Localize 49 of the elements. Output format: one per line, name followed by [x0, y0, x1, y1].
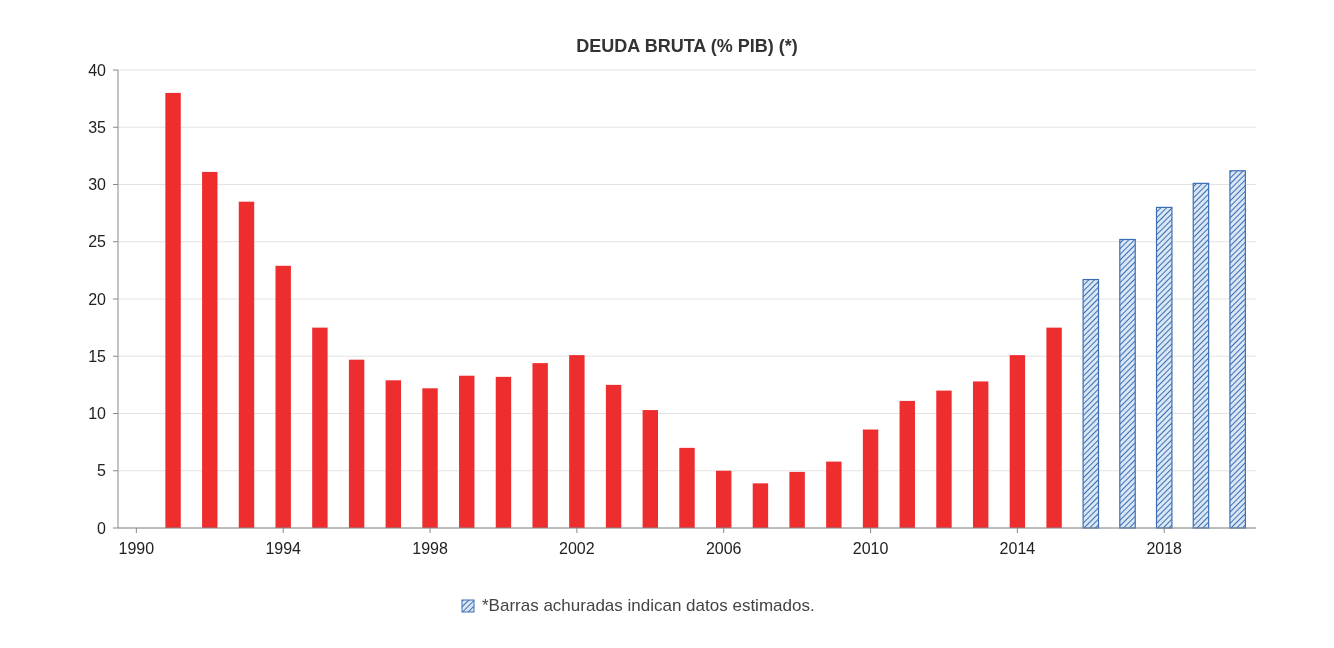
- y-tick-label: 30: [88, 176, 107, 194]
- y-tick-label: 40: [88, 61, 107, 79]
- bar: [899, 400, 915, 528]
- bar: [165, 92, 181, 528]
- y-tick-label: 10: [88, 405, 107, 423]
- bar: [1046, 327, 1062, 528]
- bar: [1009, 355, 1026, 528]
- bar: [752, 483, 769, 528]
- x-tick-label: 2014: [999, 540, 1036, 557]
- y-tick-label: 0: [97, 519, 107, 537]
- bar: [532, 363, 548, 528]
- bar: [642, 410, 658, 528]
- bar: [385, 380, 402, 528]
- chart-title: DEUDA BRUTA (% PIB) (*): [576, 36, 798, 56]
- bar: [789, 471, 805, 528]
- bar: [569, 355, 585, 528]
- bar: [238, 201, 255, 528]
- bar: [972, 381, 989, 528]
- bar: [459, 375, 475, 528]
- x-tick-label: 1998: [412, 540, 448, 557]
- x-tick-label: 2010: [852, 540, 889, 557]
- y-tick-label: 35: [88, 118, 107, 136]
- y-tick-label: 5: [97, 462, 107, 480]
- x-tick-label: 1994: [265, 540, 302, 557]
- bar: [1192, 182, 1210, 529]
- y-tick-label: 15: [88, 347, 107, 365]
- bar: [936, 390, 952, 528]
- bar: [862, 429, 879, 528]
- bar: [716, 470, 732, 528]
- y-tick-label: 25: [88, 233, 107, 251]
- bar: [348, 359, 365, 528]
- bar: [202, 171, 218, 528]
- bar: [1119, 238, 1136, 529]
- bar: [275, 265, 291, 528]
- bar: [605, 384, 622, 528]
- bar: [495, 376, 512, 528]
- legend-label: *Barras achuradas indican datos estimados.: [482, 596, 815, 615]
- bar: [1155, 206, 1173, 529]
- x-tick-label: 2006: [705, 540, 742, 557]
- x-tick-label: 2018: [1146, 540, 1183, 557]
- bar: [312, 327, 328, 528]
- x-tick-label: 2002: [559, 540, 595, 557]
- y-tick-label: 20: [88, 290, 107, 308]
- bar: [422, 388, 438, 528]
- bar: [826, 461, 842, 528]
- x-tick-label: 1990: [118, 540, 155, 557]
- bar: [679, 447, 695, 528]
- bar: [1229, 170, 1246, 529]
- bar: [1082, 278, 1100, 529]
